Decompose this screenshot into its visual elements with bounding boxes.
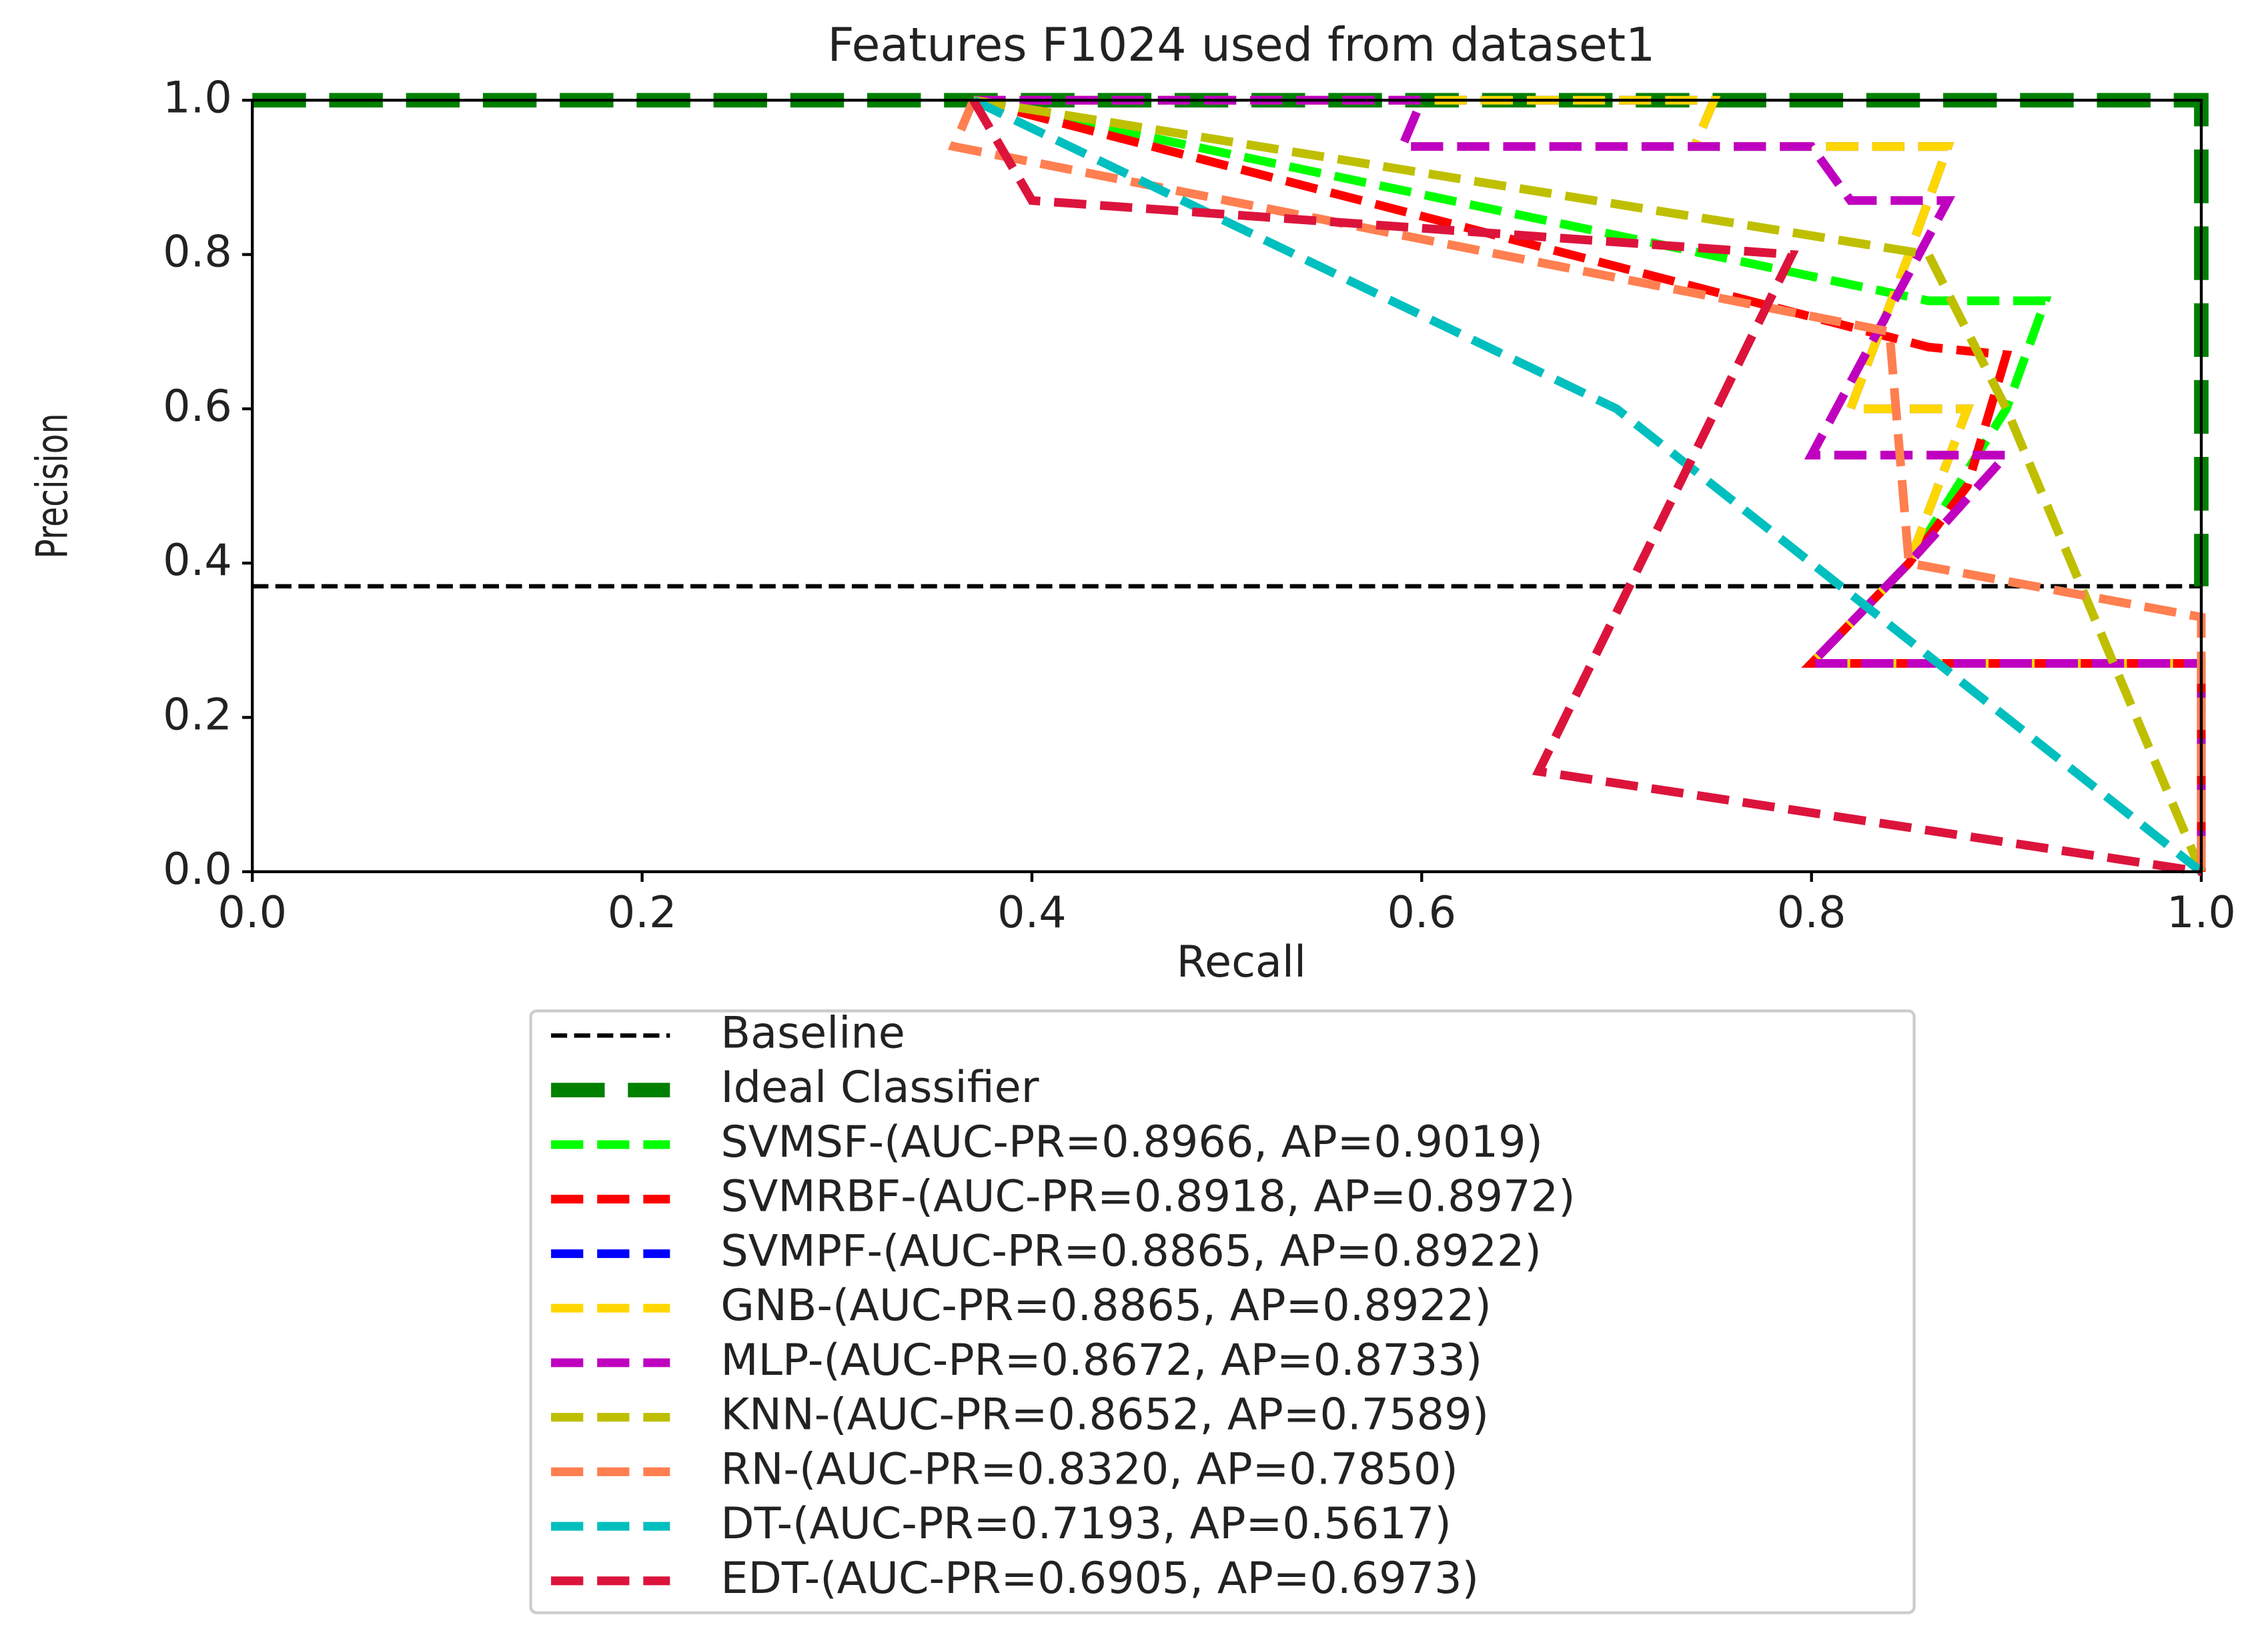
series-line (973, 95, 2206, 872)
plot-frame (251, 99, 2203, 873)
series-line (947, 98, 2206, 872)
x-tick-label: 0.2 (608, 887, 677, 938)
legend-label: RN-(AUC-PR=0.8320, AP=0.7850) (720, 1444, 1458, 1494)
y-tick-label: 0.2 (163, 690, 232, 740)
legend-label: KNN-(AUC-PR=0.8652, AP=0.7589) (720, 1390, 1489, 1440)
x-axis-label: Recall (1177, 937, 1307, 987)
series-line (973, 95, 2206, 874)
legend-label: SVMPF-(AUC-PR=0.8865, AP=0.8922) (720, 1225, 1541, 1276)
x-tick-label: 0.6 (1387, 887, 1456, 938)
legend-label: Baseline (720, 1007, 905, 1058)
legend-label: GNB-(AUC-PR=0.8865, AP=0.8922) (720, 1280, 1491, 1331)
legend-label: EDT-(AUC-PR=0.6905, AP=0.6973) (720, 1553, 1479, 1604)
y-tick-label: 0.0 (163, 844, 232, 895)
x-tick-label: 1.0 (2167, 887, 2236, 938)
legend-label: SVMSF-(AUC-PR=0.8966, AP=0.9019) (720, 1117, 1543, 1167)
chart-title: Features F1024 used from dataset1 (827, 18, 1655, 72)
y-tick-label: 1.0 (163, 72, 232, 123)
series-line (252, 93, 2209, 586)
x-tick-label: 0.8 (1777, 887, 1846, 938)
legend-label: DT-(AUC-PR=0.7193, AP=0.5617) (720, 1498, 1451, 1549)
y-tick-label: 0.6 (163, 381, 232, 432)
series-line (972, 95, 2206, 872)
y-tick-label: 0.4 (163, 535, 232, 586)
series-line (973, 95, 2206, 872)
legend-box (529, 1009, 1916, 1614)
x-tick-label: 0.0 (217, 887, 287, 938)
legend-label: MLP-(AUC-PR=0.8672, AP=0.8733) (720, 1335, 1482, 1386)
legend-label: Ideal Classifier (720, 1062, 1039, 1113)
series-line (973, 95, 2206, 872)
series-line (972, 95, 2206, 872)
series-line (969, 97, 2202, 877)
y-axis-label: Precision (26, 413, 77, 558)
y-tick-label: 0.8 (163, 227, 232, 278)
x-tick-label: 0.4 (997, 887, 1067, 938)
legend-label: SVMRBF-(AUC-PR=0.8918, AP=0.8972) (720, 1171, 1575, 1222)
series-line (971, 96, 2205, 875)
